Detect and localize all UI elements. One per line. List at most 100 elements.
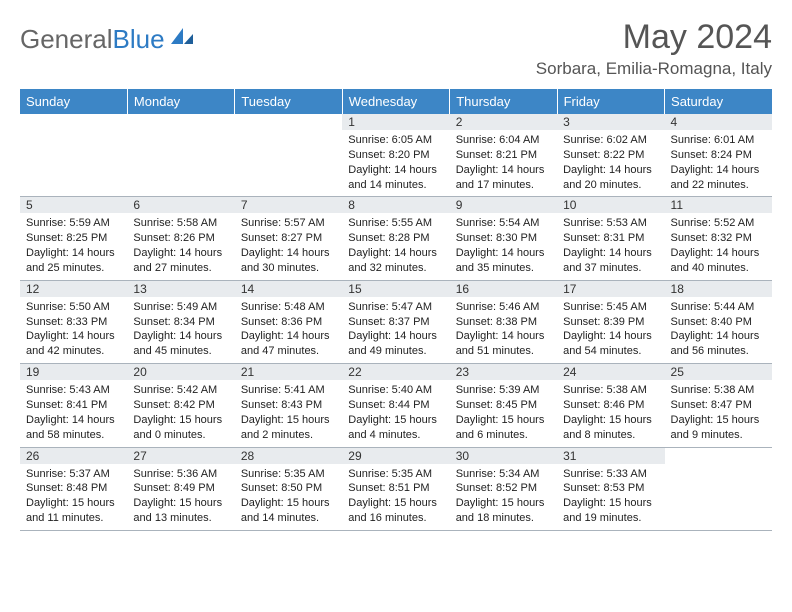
- sunrise-text: Sunrise: 5:59 AM: [26, 216, 121, 231]
- sunset-text: Sunset: 8:37 PM: [348, 315, 443, 330]
- sunrise-text: Sunrise: 5:52 AM: [671, 216, 766, 231]
- day-cell: Sunrise: 5:54 AMSunset: 8:30 PMDaylight:…: [450, 213, 557, 280]
- day-cell: Sunrise: 5:50 AMSunset: 8:33 PMDaylight:…: [20, 297, 127, 364]
- day-number: 22: [342, 364, 449, 381]
- daylight-text: and 58 minutes.: [26, 428, 121, 443]
- sunset-text: Sunset: 8:48 PM: [26, 481, 121, 496]
- day-cell: Sunrise: 6:02 AMSunset: 8:22 PMDaylight:…: [557, 130, 664, 197]
- sunset-text: Sunset: 8:28 PM: [348, 231, 443, 246]
- daylight-text: and 13 minutes.: [133, 511, 228, 526]
- calendar-header-row: Sunday Monday Tuesday Wednesday Thursday…: [20, 89, 772, 114]
- title-block: May 2024 Sorbara, Emilia-Romagna, Italy: [536, 18, 772, 79]
- daylight-text: and 8 minutes.: [563, 428, 658, 443]
- sunrise-text: Sunrise: 5:38 AM: [671, 383, 766, 398]
- sunrise-text: Sunrise: 5:58 AM: [133, 216, 228, 231]
- daylight-text: Daylight: 14 hours: [456, 329, 551, 344]
- day-number: 15: [342, 280, 449, 297]
- daylight-text: and 32 minutes.: [348, 261, 443, 276]
- day-cell: Sunrise: 5:35 AMSunset: 8:51 PMDaylight:…: [342, 464, 449, 531]
- sunset-text: Sunset: 8:26 PM: [133, 231, 228, 246]
- day-cell: Sunrise: 5:33 AMSunset: 8:53 PMDaylight:…: [557, 464, 664, 531]
- daylight-text: and 18 minutes.: [456, 511, 551, 526]
- day-number: 16: [450, 280, 557, 297]
- daylight-text: Daylight: 14 hours: [563, 329, 658, 344]
- week-row: Sunrise: 5:37 AMSunset: 8:48 PMDaylight:…: [20, 464, 772, 531]
- sunset-text: Sunset: 8:40 PM: [671, 315, 766, 330]
- daylight-text: and 51 minutes.: [456, 344, 551, 359]
- logo-sail-icon: [169, 24, 195, 55]
- day-number: 18: [665, 280, 772, 297]
- daynum-row: 19202122232425: [20, 364, 772, 381]
- daylight-text: Daylight: 15 hours: [456, 496, 551, 511]
- daylight-text: and 42 minutes.: [26, 344, 121, 359]
- week-row: Sunrise: 5:50 AMSunset: 8:33 PMDaylight:…: [20, 297, 772, 364]
- day-header: Thursday: [450, 89, 557, 114]
- calendar-table: Sunday Monday Tuesday Wednesday Thursday…: [20, 89, 772, 531]
- day-number: 11: [665, 197, 772, 214]
- sunset-text: Sunset: 8:42 PM: [133, 398, 228, 413]
- daylight-text: Daylight: 14 hours: [26, 329, 121, 344]
- day-number: 30: [450, 447, 557, 464]
- sunset-text: Sunset: 8:38 PM: [456, 315, 551, 330]
- sunrise-text: Sunrise: 5:47 AM: [348, 300, 443, 315]
- daylight-text: and 35 minutes.: [456, 261, 551, 276]
- sunset-text: Sunset: 8:45 PM: [456, 398, 551, 413]
- day-header: Tuesday: [235, 89, 342, 114]
- daylight-text: Daylight: 14 hours: [563, 246, 658, 261]
- day-cell: Sunrise: 5:37 AMSunset: 8:48 PMDaylight:…: [20, 464, 127, 531]
- sunrise-text: Sunrise: 6:04 AM: [456, 133, 551, 148]
- daylight-text: and 49 minutes.: [348, 344, 443, 359]
- daylight-text: Daylight: 14 hours: [133, 329, 228, 344]
- daylight-text: Daylight: 15 hours: [26, 496, 121, 511]
- daynum-row: 1234: [20, 114, 772, 130]
- day-number: 3: [557, 114, 664, 130]
- day-cell: Sunrise: 5:57 AMSunset: 8:27 PMDaylight:…: [235, 213, 342, 280]
- sunset-text: Sunset: 8:20 PM: [348, 148, 443, 163]
- sunset-text: Sunset: 8:39 PM: [563, 315, 658, 330]
- daylight-text: and 56 minutes.: [671, 344, 766, 359]
- day-cell: [127, 130, 234, 197]
- day-cell: Sunrise: 5:58 AMSunset: 8:26 PMDaylight:…: [127, 213, 234, 280]
- logo: GeneralBlue: [20, 18, 195, 55]
- sunset-text: Sunset: 8:31 PM: [563, 231, 658, 246]
- sunset-text: Sunset: 8:33 PM: [26, 315, 121, 330]
- day-number: [235, 114, 342, 130]
- sunrise-text: Sunrise: 5:57 AM: [241, 216, 336, 231]
- daylight-text: and 6 minutes.: [456, 428, 551, 443]
- daylight-text: Daylight: 14 hours: [133, 246, 228, 261]
- day-cell: Sunrise: 5:40 AMSunset: 8:44 PMDaylight:…: [342, 380, 449, 447]
- day-cell: Sunrise: 5:53 AMSunset: 8:31 PMDaylight:…: [557, 213, 664, 280]
- day-cell: Sunrise: 5:39 AMSunset: 8:45 PMDaylight:…: [450, 380, 557, 447]
- day-number: 21: [235, 364, 342, 381]
- day-cell: Sunrise: 5:44 AMSunset: 8:40 PMDaylight:…: [665, 297, 772, 364]
- daylight-text: and 40 minutes.: [671, 261, 766, 276]
- day-cell: [235, 130, 342, 197]
- daylight-text: Daylight: 14 hours: [26, 413, 121, 428]
- day-cell: Sunrise: 5:38 AMSunset: 8:46 PMDaylight:…: [557, 380, 664, 447]
- sunrise-text: Sunrise: 5:45 AM: [563, 300, 658, 315]
- sunset-text: Sunset: 8:34 PM: [133, 315, 228, 330]
- sunset-text: Sunset: 8:53 PM: [563, 481, 658, 496]
- daylight-text: Daylight: 15 hours: [241, 413, 336, 428]
- daylight-text: Daylight: 15 hours: [671, 413, 766, 428]
- sunrise-text: Sunrise: 5:43 AM: [26, 383, 121, 398]
- daylight-text: and 4 minutes.: [348, 428, 443, 443]
- day-number: 8: [342, 197, 449, 214]
- day-number: 9: [450, 197, 557, 214]
- sunrise-text: Sunrise: 5:50 AM: [26, 300, 121, 315]
- day-number: [127, 114, 234, 130]
- sunset-text: Sunset: 8:41 PM: [26, 398, 121, 413]
- day-number: 17: [557, 280, 664, 297]
- sunset-text: Sunset: 8:32 PM: [671, 231, 766, 246]
- day-header: Sunday: [20, 89, 127, 114]
- week-row: Sunrise: 5:43 AMSunset: 8:41 PMDaylight:…: [20, 380, 772, 447]
- daylight-text: Daylight: 14 hours: [241, 246, 336, 261]
- daylight-text: Daylight: 14 hours: [348, 329, 443, 344]
- day-number: 7: [235, 197, 342, 214]
- day-number: 27: [127, 447, 234, 464]
- daylight-text: Daylight: 14 hours: [26, 246, 121, 261]
- sunset-text: Sunset: 8:50 PM: [241, 481, 336, 496]
- daylight-text: and 14 minutes.: [348, 178, 443, 193]
- sunrise-text: Sunrise: 5:55 AM: [348, 216, 443, 231]
- sunset-text: Sunset: 8:25 PM: [26, 231, 121, 246]
